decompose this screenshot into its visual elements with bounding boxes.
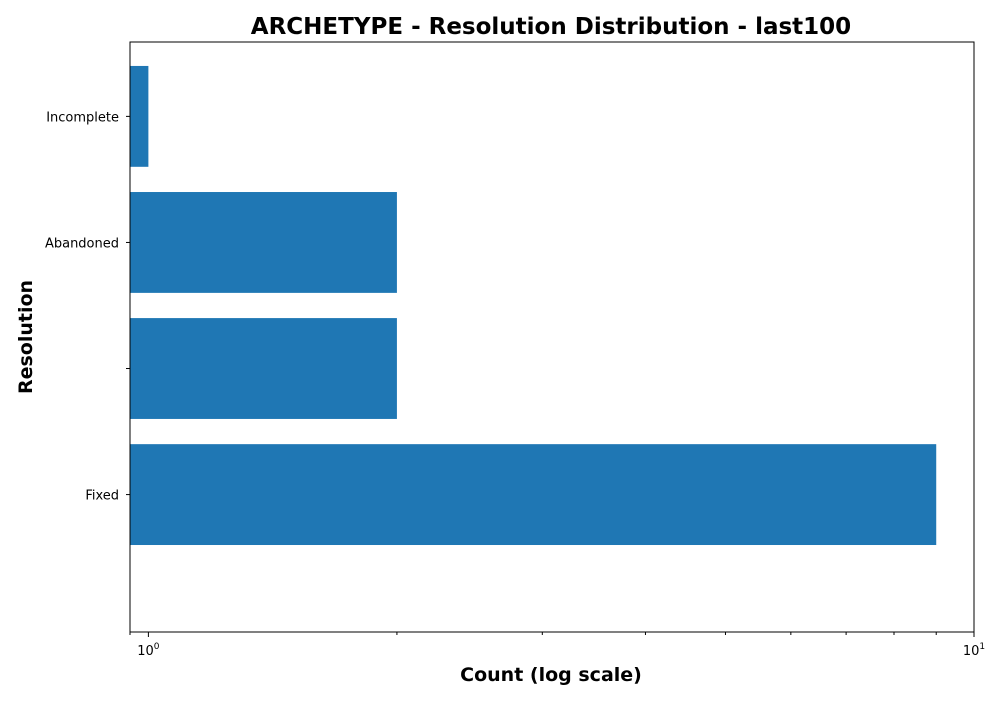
y-tick-label: Fixed [85,489,119,504]
plot-frame [129,41,975,633]
bar [130,192,397,293]
bar [130,444,937,546]
bars-layer [130,65,937,546]
y-tick-label: Abandoned [45,236,119,251]
x-tick-label: 101 [963,642,985,659]
bar [130,318,397,419]
bar [130,65,149,167]
x-axis-label: Count (log scale) [460,664,642,686]
y-tick-label: Incomplete [46,110,119,125]
x-tick-label: 100 [137,642,160,659]
ticks-layer: Fixed Abandoned Incomplete 100 101 [45,110,985,659]
y-axis-label: Resolution [15,280,37,394]
chart-title: ARCHETYPE - Resolution Distribution - la… [251,14,851,40]
